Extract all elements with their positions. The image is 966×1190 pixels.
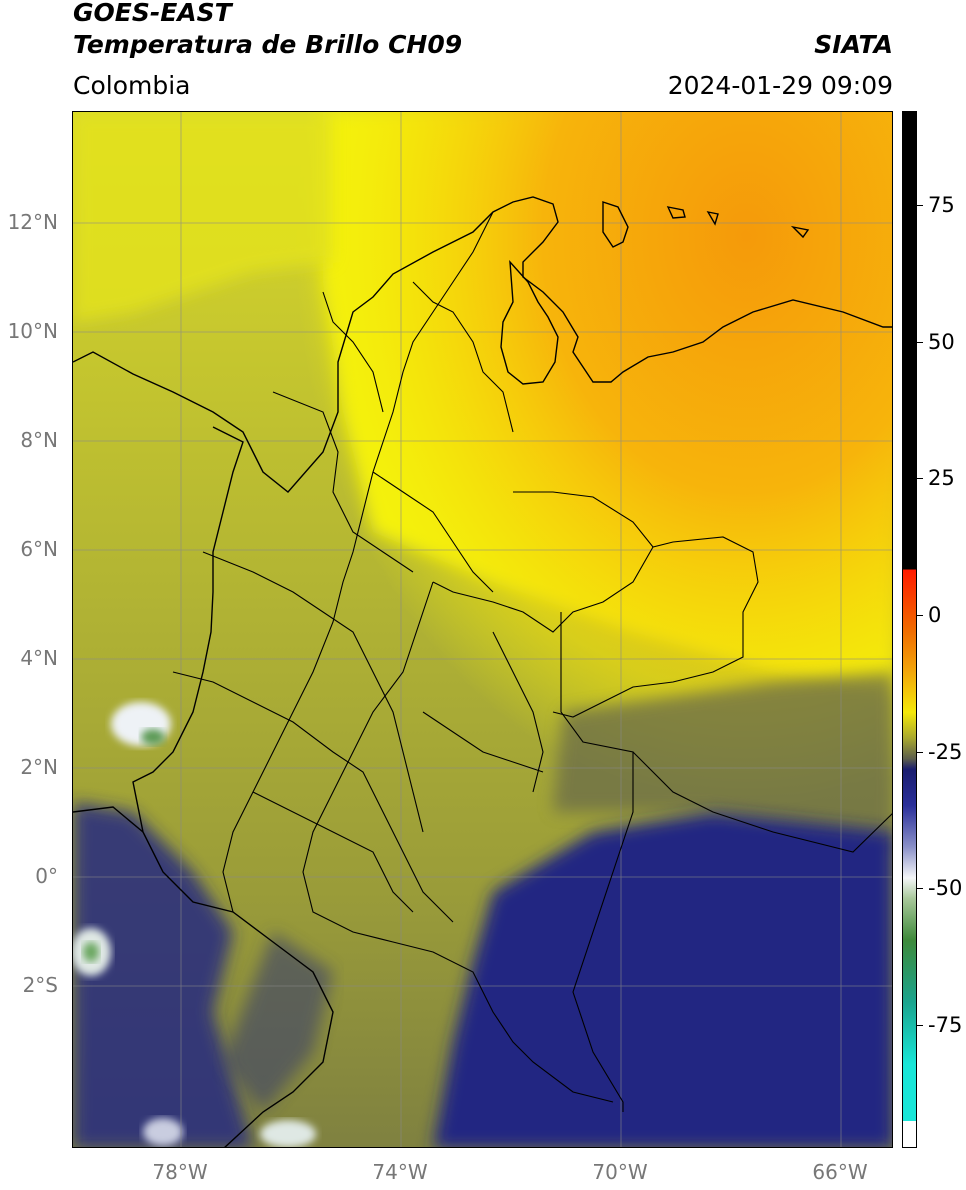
organization-label: SIATA (814, 30, 893, 59)
datetime-label: 2024-01-29 09:09 (667, 71, 893, 100)
colorbar-tick (917, 1025, 923, 1026)
colorbar-tick (917, 615, 923, 616)
product-title: Temperatura de Brillo CH09 (73, 30, 463, 59)
colorbar-label: 75 (928, 193, 955, 217)
satellite-title: GOES-EAST (73, 0, 232, 27)
colorbar-tick (917, 205, 923, 206)
lon-label: 70°W (592, 1160, 648, 1184)
colorbar-tick (917, 478, 923, 480)
colorbar-gradient (903, 112, 916, 1147)
colorbar-label: 25 (928, 466, 955, 491)
colorbar-tick (917, 888, 923, 890)
coastline (73, 196, 892, 1147)
lat-label: 0° (35, 864, 58, 888)
lat-label: 6°N (20, 537, 58, 561)
graticule (73, 112, 892, 1147)
map-canvas (73, 112, 892, 1147)
colorbar-label: -50 (928, 876, 963, 901)
lat-label: 4°N (20, 646, 58, 670)
lat-label: 2°N (20, 755, 58, 779)
colorbar-label: -75 (928, 1013, 963, 1037)
region-label: Colombia (73, 71, 191, 100)
colorbar-label: 50 (928, 329, 955, 354)
lat-label: 10°N (7, 319, 58, 343)
colorbar-tick (917, 341, 923, 343)
satellite-map (72, 111, 893, 1148)
colorbar-label: -25 (928, 739, 963, 764)
lat-label: 2°S (22, 973, 58, 997)
lon-label: 74°W (372, 1160, 428, 1184)
lat-label: 8°N (20, 428, 58, 452)
lon-label: 78°W (152, 1160, 208, 1184)
lon-label: 66°W (812, 1160, 868, 1184)
lat-label: 12°N (7, 210, 58, 234)
admin-borders (172, 211, 892, 1112)
colorbar-label: 0 (928, 603, 942, 627)
colorbar (902, 111, 917, 1148)
colorbar-tick (917, 751, 923, 753)
